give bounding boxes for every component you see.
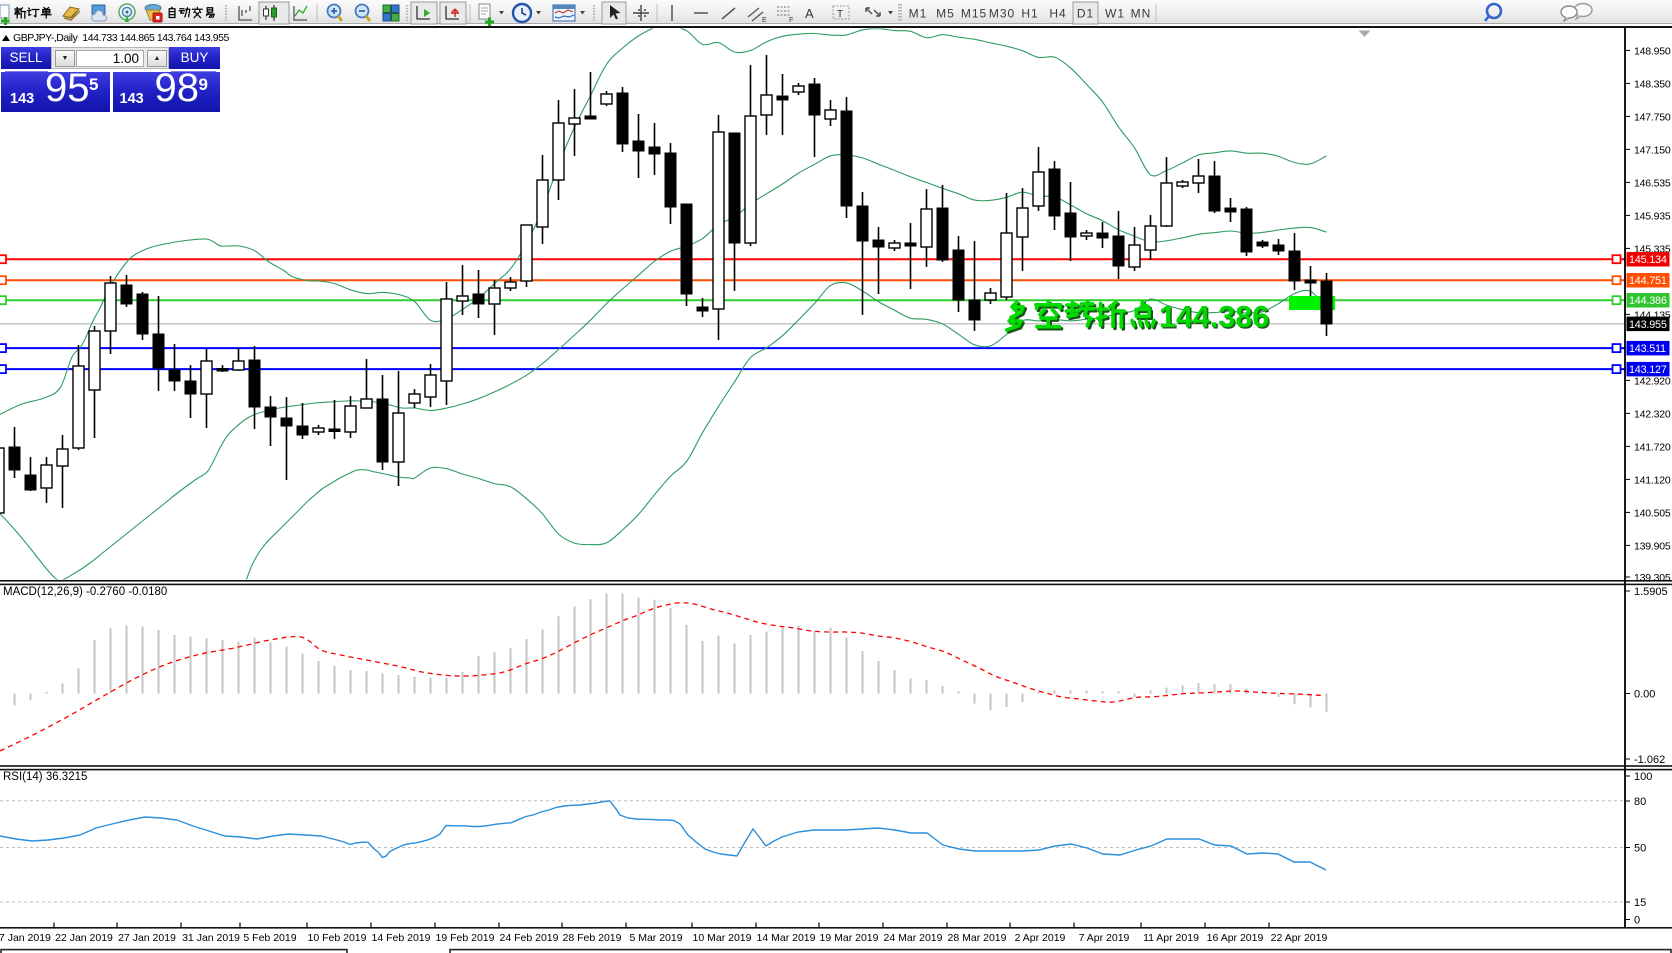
svg-text:142.920: 142.920 (1634, 375, 1671, 387)
svg-text:147.750: 147.750 (1634, 111, 1671, 123)
svg-text:24 Feb 2019: 24 Feb 2019 (500, 932, 559, 944)
svg-text:28 Feb 2019: 28 Feb 2019 (563, 932, 622, 944)
svg-text:27 Jan 2019: 27 Jan 2019 (118, 932, 176, 944)
svg-text:A: A (805, 6, 814, 21)
svg-text:7 Apr 2019: 7 Apr 2019 (1079, 932, 1130, 944)
svg-text:141.120: 141.120 (1634, 474, 1671, 486)
svg-text:-1.062: -1.062 (1634, 754, 1665, 766)
svg-text:143.511: 143.511 (1629, 343, 1666, 355)
svg-text:80: 80 (1634, 796, 1646, 808)
svg-text:5 Feb 2019: 5 Feb 2019 (243, 932, 296, 944)
svg-text:143.955: 143.955 (1629, 319, 1667, 331)
svg-text:MN: MN (1131, 7, 1152, 21)
svg-text:143.127: 143.127 (1629, 364, 1667, 376)
svg-text:W1: W1 (1105, 7, 1125, 21)
svg-text:100: 100 (1634, 771, 1652, 783)
svg-text:F: F (789, 17, 793, 24)
svg-text:H4: H4 (1049, 7, 1066, 21)
svg-text:31 Jan 2019: 31 Jan 2019 (182, 932, 240, 944)
svg-text:0.00: 0.00 (1634, 689, 1655, 701)
svg-text:146.535: 146.535 (1634, 177, 1671, 189)
svg-text:50: 50 (1634, 843, 1646, 855)
svg-text:145.134: 145.134 (1629, 254, 1667, 266)
svg-text:1.5905: 1.5905 (1634, 586, 1668, 598)
svg-text:139.905: 139.905 (1634, 540, 1671, 552)
svg-text:148.950: 148.950 (1634, 45, 1671, 57)
svg-text:15: 15 (1634, 897, 1646, 909)
svg-text:142.320: 142.320 (1634, 408, 1671, 420)
svg-text:M5: M5 (936, 7, 955, 21)
svg-text:28 Mar 2019: 28 Mar 2019 (948, 932, 1007, 944)
svg-text:14 Mar 2019: 14 Mar 2019 (757, 932, 816, 944)
svg-text:M1: M1 (909, 7, 928, 21)
svg-text:16 Apr 2019: 16 Apr 2019 (1207, 932, 1264, 944)
svg-text:11 Apr 2019: 11 Apr 2019 (1143, 932, 1199, 944)
svg-text:145.935: 145.935 (1634, 210, 1671, 222)
svg-text:5 Mar 2019: 5 Mar 2019 (629, 932, 682, 944)
svg-text:M30: M30 (989, 7, 1015, 21)
svg-text:10 Mar 2019: 10 Mar 2019 (693, 932, 752, 944)
svg-text:2 Apr 2019: 2 Apr 2019 (1015, 932, 1066, 944)
svg-text:147.150: 147.150 (1634, 144, 1671, 156)
svg-text:148.350: 148.350 (1634, 78, 1671, 90)
svg-text:139.305: 139.305 (1634, 572, 1671, 584)
svg-text:14 Feb 2019: 14 Feb 2019 (372, 932, 431, 944)
svg-text:144.386: 144.386 (1629, 295, 1667, 307)
svg-text:19 Mar 2019: 19 Mar 2019 (820, 932, 879, 944)
svg-text:140.505: 140.505 (1634, 507, 1671, 519)
svg-text:D1: D1 (1077, 7, 1094, 21)
svg-text:17 Jan 2019: 17 Jan 2019 (0, 932, 51, 944)
svg-text:24 Mar 2019: 24 Mar 2019 (884, 932, 943, 944)
svg-text:19 Feb 2019: 19 Feb 2019 (436, 932, 495, 944)
svg-text:T: T (837, 9, 843, 20)
svg-text:M15: M15 (961, 7, 987, 21)
svg-text:10 Feb 2019: 10 Feb 2019 (308, 932, 367, 944)
svg-text:H1: H1 (1021, 7, 1038, 21)
svg-text:141.720: 141.720 (1634, 441, 1671, 453)
svg-text:144.751: 144.751 (1629, 275, 1667, 287)
svg-text:0: 0 (1634, 915, 1640, 927)
svg-text:22 Apr 2019: 22 Apr 2019 (1271, 932, 1328, 944)
svg-text:22 Jan 2019: 22 Jan 2019 (55, 932, 113, 944)
svg-text:E: E (762, 17, 767, 24)
